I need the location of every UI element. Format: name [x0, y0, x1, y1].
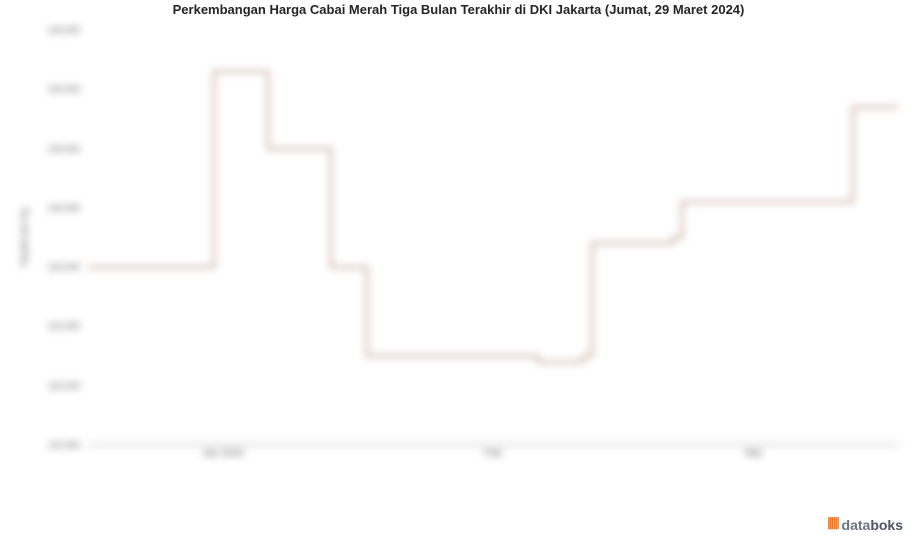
- x-tick-label: Jan 2024: [202, 448, 243, 459]
- line-chart-svg: [88, 30, 898, 445]
- databoks-watermark: ⦀⦀ databoks: [827, 516, 903, 533]
- y-tick-label: 140.000: [47, 84, 80, 94]
- chart-title: Perkembangan Harga Cabai Merah Tiga Bula…: [0, 0, 917, 17]
- y-axis-label: Rupiah per Kg: [19, 208, 29, 266]
- plot-area: [88, 30, 898, 445]
- y-tick-label: 125.000: [47, 262, 80, 272]
- y-tick-label: 135.000: [47, 144, 80, 154]
- y-tick-label: 110.000: [48, 440, 80, 450]
- price-series-line: [88, 72, 898, 363]
- y-tick-label: 115.000: [48, 381, 80, 391]
- y-tick-label: 120.000: [47, 321, 80, 331]
- watermark-text: databoks: [842, 517, 903, 533]
- y-axis: 110.000115.000120.000125.000130.000135.0…: [42, 30, 84, 445]
- y-tick-label: 145.000: [47, 25, 80, 35]
- x-tick-label: Feb: [484, 448, 501, 459]
- x-axis: Jan 2024 Feb Mar: [88, 448, 898, 468]
- y-tick-label: 130.000: [47, 203, 80, 213]
- x-tick-label: Mar: [745, 448, 762, 459]
- watermark-icon: ⦀⦀: [827, 516, 838, 533]
